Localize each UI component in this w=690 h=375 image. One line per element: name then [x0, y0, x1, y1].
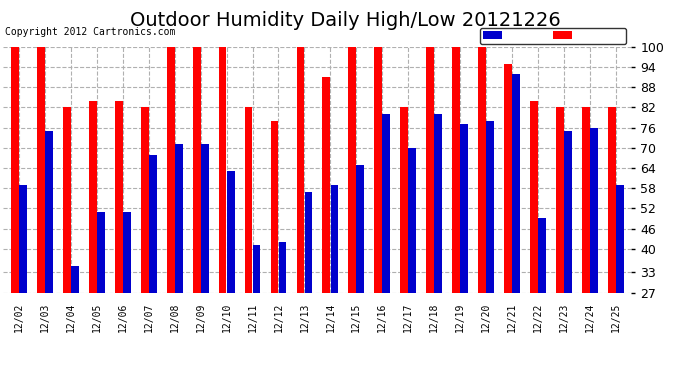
Bar — [504, 64, 512, 375]
Bar — [253, 245, 260, 375]
Bar — [201, 144, 208, 375]
Bar — [426, 47, 434, 375]
Bar — [193, 47, 201, 375]
Bar — [19, 185, 27, 375]
Bar — [304, 192, 313, 375]
Bar — [45, 131, 53, 375]
Bar — [357, 165, 364, 375]
Bar — [582, 108, 590, 375]
Bar — [97, 212, 105, 375]
Bar — [564, 131, 572, 375]
Text: Outdoor Humidity Daily High/Low 20121226: Outdoor Humidity Daily High/Low 20121226 — [130, 11, 560, 30]
Bar — [245, 108, 253, 375]
Bar — [175, 144, 183, 375]
Bar — [141, 108, 148, 375]
Bar — [348, 47, 356, 375]
Bar — [452, 47, 460, 375]
Bar — [331, 185, 338, 375]
Bar — [616, 185, 624, 375]
Bar — [279, 242, 286, 375]
Bar — [227, 171, 235, 375]
Bar — [400, 108, 408, 375]
Bar — [478, 47, 486, 375]
Bar — [486, 121, 494, 375]
Bar — [297, 47, 304, 375]
Bar — [538, 219, 546, 375]
Text: Copyright 2012 Cartronics.com: Copyright 2012 Cartronics.com — [5, 27, 175, 37]
Bar — [375, 47, 382, 375]
Bar — [115, 101, 123, 375]
Bar — [530, 101, 538, 375]
Legend: Low  (%), High  (%): Low (%), High (%) — [480, 27, 626, 44]
Bar — [11, 47, 19, 375]
Bar — [590, 128, 598, 375]
Bar — [219, 47, 226, 375]
Bar — [270, 121, 278, 375]
Bar — [89, 101, 97, 375]
Bar — [322, 77, 331, 375]
Bar — [512, 74, 520, 375]
Bar — [608, 108, 615, 375]
Bar — [167, 47, 175, 375]
Bar — [556, 108, 564, 375]
Bar — [149, 154, 157, 375]
Bar — [460, 124, 468, 375]
Bar — [63, 108, 71, 375]
Bar — [123, 212, 130, 375]
Bar — [37, 47, 45, 375]
Bar — [434, 114, 442, 375]
Bar — [408, 148, 416, 375]
Bar — [71, 266, 79, 375]
Bar — [382, 114, 390, 375]
